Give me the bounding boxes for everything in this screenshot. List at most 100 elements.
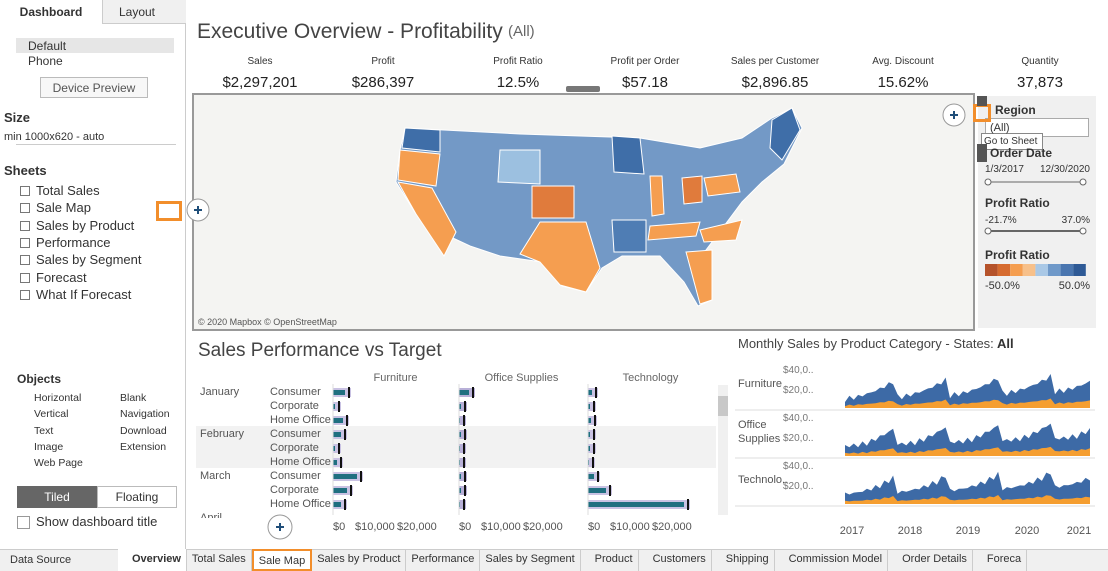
sheet-tab[interactable]: Sales by Product — [312, 549, 407, 571]
sheet-icon — [20, 255, 30, 266]
filter-label: Profit Ratio — [985, 248, 1050, 262]
drag-handle[interactable] — [566, 86, 600, 92]
menu-icon[interactable] — [977, 144, 987, 162]
sales-bar — [459, 404, 461, 409]
scrollbar-thumb[interactable] — [718, 396, 728, 416]
object-item[interactable]: Blank — [120, 392, 147, 404]
color-legend — [985, 264, 1086, 276]
legend-swatch — [1048, 264, 1061, 276]
sheet-tab[interactable]: Sale Map — [251, 549, 313, 571]
kpi-value: 37,873 — [1017, 74, 1063, 91]
map-state-orange — [699, 219, 743, 243]
sheet-item[interactable]: Total Sales — [36, 183, 100, 198]
device-preview-button[interactable] — [40, 77, 148, 98]
sheet-icon — [20, 203, 30, 214]
add-icon — [276, 523, 284, 531]
map-state-light — [497, 149, 541, 185]
legend-max: 50.0% — [1058, 280, 1090, 292]
monthly-areas — [735, 374, 1095, 507]
data-source-tab[interactable]: Data Source — [10, 554, 72, 566]
sheet-tab[interactable]: Total Sales — [187, 549, 252, 571]
object-item[interactable]: Image — [34, 440, 64, 453]
map-state-orange — [685, 249, 713, 305]
device-default-bg[interactable] — [16, 38, 174, 53]
close-icon[interactable] — [977, 96, 987, 106]
sheet-icon — [20, 220, 30, 231]
sheet-item[interactable]: Sales by Segment — [36, 252, 142, 268]
sheet-item[interactable]: Forecast — [36, 269, 87, 285]
scrollbar[interactable] — [718, 385, 728, 515]
slider-handle[interactable] — [984, 227, 992, 235]
range-max: 12/30/2020 — [1039, 164, 1090, 175]
sales-bar — [459, 432, 461, 437]
object-item[interactable]: Horizontal — [34, 392, 82, 404]
sales-bar — [588, 404, 590, 409]
area-total — [845, 374, 1090, 408]
sheet-tab[interactable]: Commission Model — [775, 549, 889, 571]
segment-label: Home Office — [270, 498, 331, 510]
sheet-tab[interactable]: Performance — [406, 549, 481, 571]
sheet-item[interactable]: Performance — [36, 234, 111, 250]
section-title: Sales Performance vs Target — [198, 340, 442, 361]
object-item[interactable]: Download — [120, 424, 167, 437]
map-state-darkorange — [531, 185, 575, 219]
area-secondary — [845, 398, 1090, 408]
column-header: Office Supplies — [484, 372, 559, 384]
target-bar — [459, 430, 467, 439]
tiled-button[interactable] — [17, 486, 97, 508]
sheet-tab[interactable]: Shipping — [712, 549, 775, 571]
sheet-tab[interactable]: Foreca — [973, 549, 1028, 571]
legend-swatch — [1010, 264, 1023, 276]
size-value: min 1000x620 - auto — [4, 131, 105, 143]
sheet-tab[interactable]: Product — [581, 549, 639, 571]
device-item: Phone — [28, 54, 63, 68]
axis-tick: $10,000 — [610, 521, 650, 533]
object-item[interactable]: Extension — [120, 440, 167, 453]
map-state-orange — [397, 149, 441, 187]
slider-handle[interactable] — [1079, 178, 1087, 186]
segment-label: Consumer — [270, 470, 321, 482]
month-label: March — [200, 470, 231, 482]
target-bar — [459, 458, 466, 467]
floating-button[interactable] — [97, 486, 177, 508]
target-bar — [588, 416, 597, 425]
dashboard-tab-bg — [0, 0, 102, 24]
kpi-label: Sales per Customer — [730, 56, 820, 67]
target-bar — [459, 402, 467, 411]
sheet-tabs: Overview Total Sales Sale Map Sales by Prod… — [118, 549, 1028, 571]
sheet-item[interactable]: What If Forecast — [36, 286, 132, 302]
size-dropdown[interactable] — [16, 128, 176, 145]
device-preview-label: Device Preview — [52, 81, 136, 95]
target-bar — [588, 388, 598, 397]
slider-handle[interactable] — [984, 178, 992, 186]
segment-label: Consumer — [270, 428, 321, 440]
target-bar — [459, 416, 466, 425]
show-title-checkbox[interactable] — [17, 516, 30, 529]
slider-handle[interactable] — [1079, 227, 1087, 235]
tab-layout: Layout — [118, 5, 156, 19]
segment-label: Corporate — [270, 442, 319, 454]
sales-bar — [333, 460, 337, 465]
checkbox-label: Show dashboard title — [36, 514, 158, 529]
kpi-label: Profit Ratio — [493, 56, 543, 67]
sheet-tab[interactable]: Overview — [118, 549, 187, 571]
object-item[interactable]: Web Page — [34, 457, 83, 470]
object-item[interactable]: Navigation — [120, 408, 170, 421]
axis-tick: $20,0.. — [783, 433, 814, 444]
segment-label: Corporate — [270, 400, 319, 412]
month-label: January — [200, 386, 240, 398]
title-filter: (All) — [508, 23, 535, 40]
area-total — [845, 423, 1090, 456]
sheet-item[interactable]: Sale Map — [36, 200, 91, 216]
sheet-item[interactable]: Sales by Product — [36, 217, 135, 233]
sheet-tab[interactable]: Customers — [639, 549, 712, 571]
sales-bar — [333, 432, 341, 437]
sheet-tab[interactable]: Sales by Segment — [480, 549, 581, 571]
object-item[interactable]: Vertical — [34, 408, 69, 421]
legend-swatch — [1073, 264, 1086, 276]
map-state-dark — [611, 219, 647, 253]
object-item[interactable]: Text — [34, 424, 54, 437]
sheet-tab[interactable]: Order Details — [888, 549, 973, 571]
